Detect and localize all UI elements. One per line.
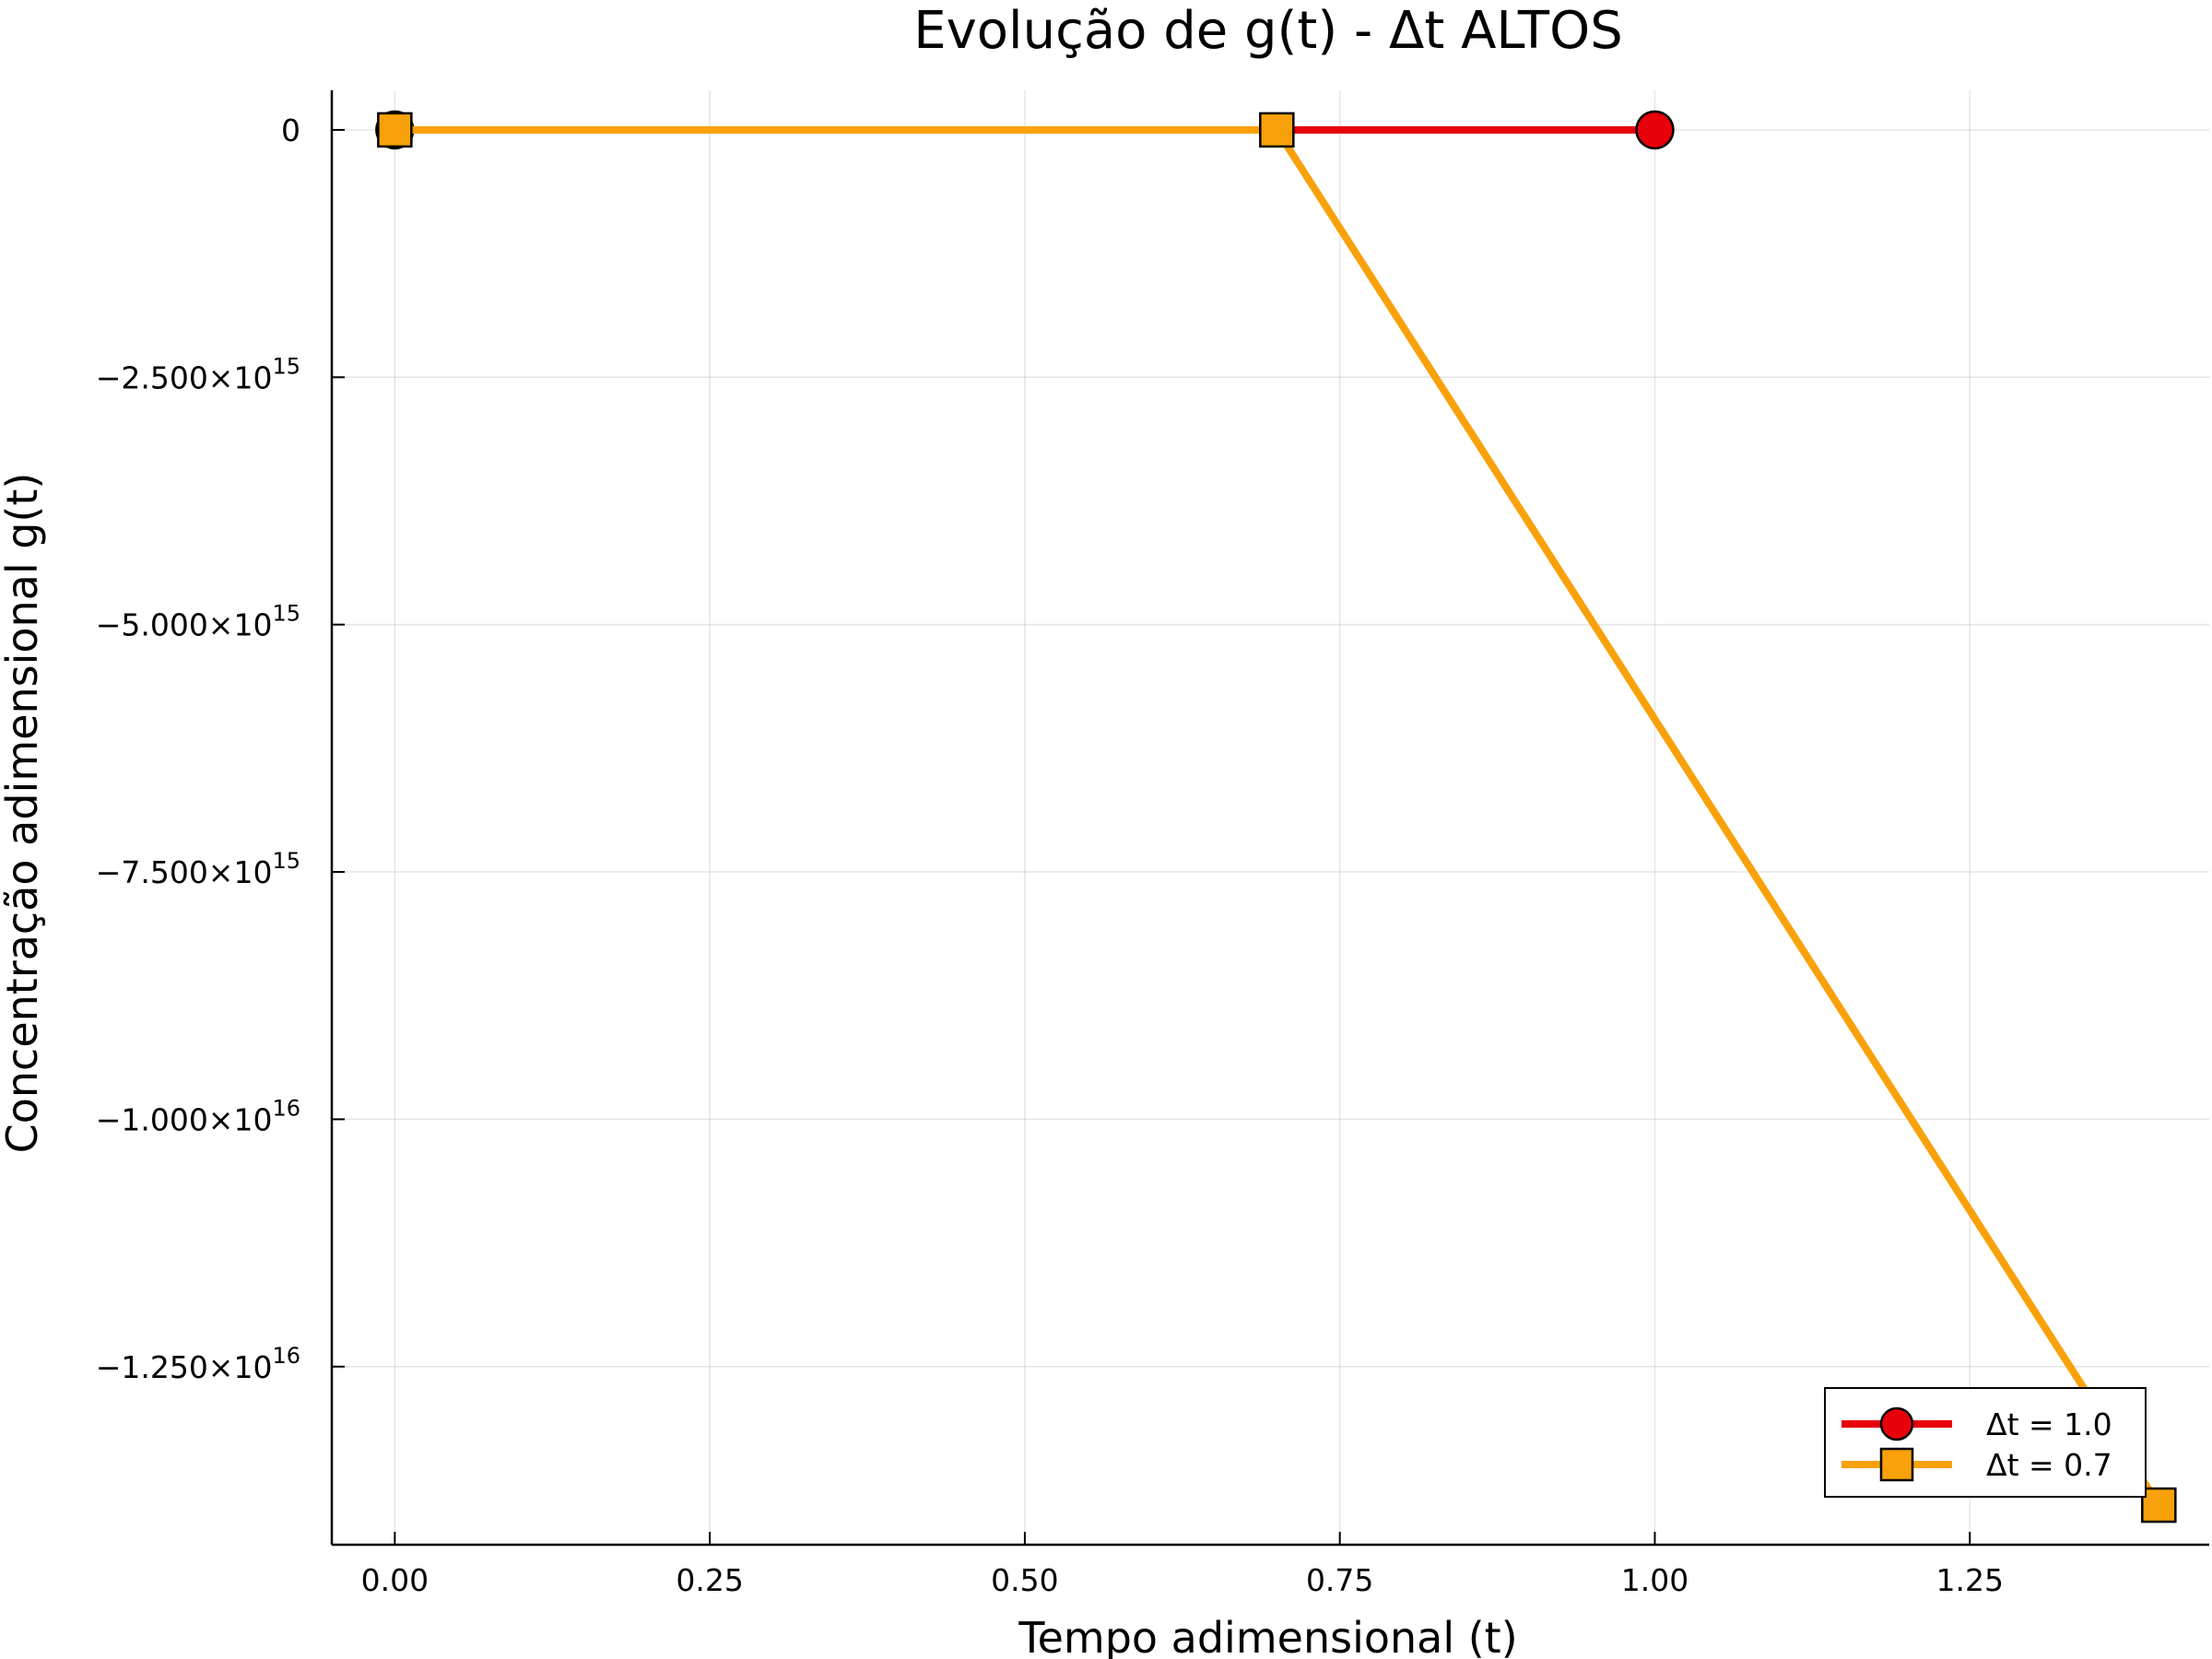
y-tick-mantissa: −5.000×10	[96, 607, 273, 643]
data-point	[1635, 110, 1675, 150]
x-tick-label: 1.25	[1936, 1562, 2004, 1598]
y-tick-label: −5.000×1015	[96, 601, 300, 643]
y-tick-label: −1.250×1016	[96, 1343, 300, 1385]
series-group	[375, 110, 2177, 1524]
axes	[330, 90, 2209, 1547]
y-tick-exponent: 16	[272, 1095, 300, 1121]
legend-marker	[1879, 1447, 1914, 1482]
legend-label: Δt = 0.7	[1986, 1447, 2112, 1483]
y-ticks: 0−2.500×1015−5.000×1015−7.500×1015−1.000…	[96, 112, 300, 1385]
x-tick-label: 0.75	[1306, 1562, 1373, 1598]
y-tick-exponent: 15	[272, 353, 300, 379]
x-tick-label: 1.00	[1621, 1562, 1688, 1598]
x-tick-label: 0.00	[361, 1562, 429, 1598]
grid	[332, 90, 2209, 1545]
series-line	[394, 125, 2162, 1508]
x-axis-label: Tempo adimensional (t)	[1018, 1613, 1517, 1659]
data-point	[1259, 112, 1295, 148]
x-tick-label: 0.25	[676, 1562, 743, 1598]
data-point	[377, 112, 413, 148]
y-axis-label: Concentração adimensional g(t)	[0, 473, 47, 1154]
y-tick-mantissa: −1.000×10	[96, 1101, 273, 1137]
y-tick-label: −1.000×1016	[96, 1095, 300, 1137]
y-tick-label: −7.500×1015	[96, 848, 300, 890]
y-tick-mantissa: −2.500×10	[96, 359, 273, 395]
y-tick-exponent: 16	[272, 1343, 300, 1369]
legend-box	[1824, 1387, 2147, 1498]
y-tick-exponent: 15	[272, 601, 300, 627]
legend-marker	[1879, 1406, 1914, 1441]
series-2	[377, 112, 2177, 1524]
x-ticks: 0.00 0.25 0.50 0.75 1.00 1.25	[361, 1562, 2004, 1598]
y-tick-label: 0	[281, 112, 300, 148]
x-tick-label: 0.50	[991, 1562, 1058, 1598]
legend-label: Δt = 1.0	[1986, 1406, 2112, 1442]
y-tick-exponent: 15	[272, 848, 300, 874]
y-tick-mantissa: −1.250×10	[96, 1349, 273, 1385]
chart-title: Evolução de g(t) - Δt ALTOS	[913, 1, 1623, 61]
legend: Δt = 1.0 Δt = 0.7	[1824, 1387, 2147, 1498]
y-tick-label: −2.500×1015	[96, 353, 300, 395]
y-tick-mantissa: 0	[281, 112, 300, 148]
data-point	[2141, 1487, 2177, 1524]
y-tick-mantissa: −7.500×10	[96, 854, 273, 890]
